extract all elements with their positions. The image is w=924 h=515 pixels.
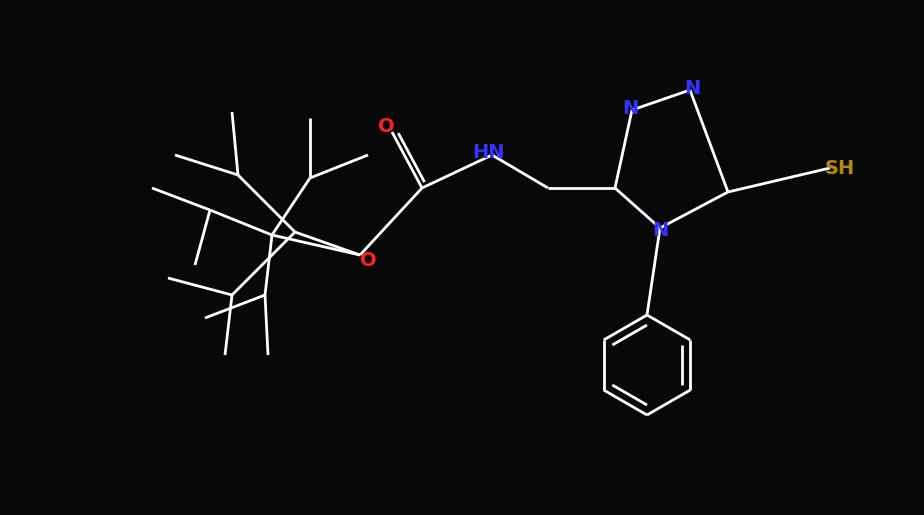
Text: N: N: [684, 78, 700, 97]
Text: N: N: [651, 220, 668, 239]
Text: O: O: [378, 116, 395, 135]
Text: HN: HN: [472, 144, 505, 163]
Text: O: O: [359, 251, 376, 270]
Text: SH: SH: [825, 159, 855, 178]
Text: N: N: [622, 98, 638, 117]
